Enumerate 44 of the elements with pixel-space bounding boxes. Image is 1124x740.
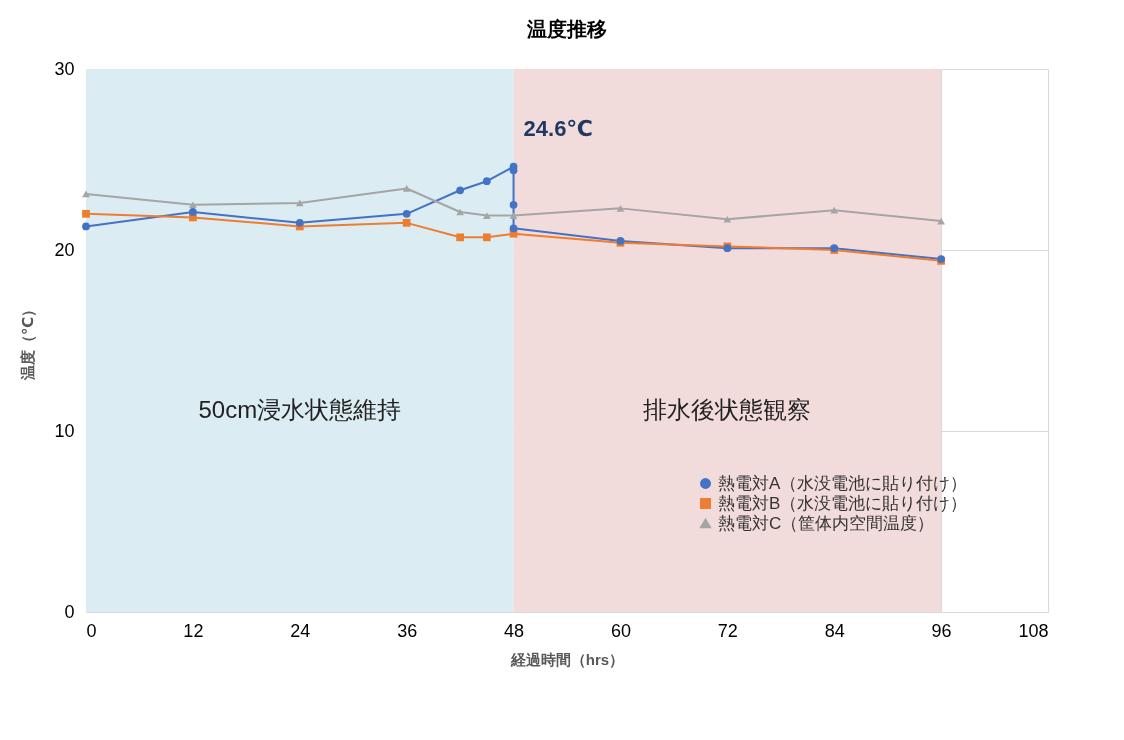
point [509, 200, 518, 209]
point [723, 215, 732, 223]
x-tick-label: 72 [717, 620, 738, 641]
x-tick-label: 48 [504, 620, 525, 641]
point [82, 190, 90, 198]
point [509, 224, 518, 233]
annotation: 24.6℃ [523, 115, 594, 141]
point [189, 208, 197, 216]
x-tick-label: 36 [397, 620, 418, 641]
band-label: 50cm浸水状態維持 [198, 396, 402, 424]
point [456, 233, 464, 242]
point [482, 177, 491, 186]
point [456, 186, 464, 195]
band-label: 排水後状態観察 [643, 396, 812, 424]
point [82, 222, 90, 231]
x-tick-label: 96 [931, 620, 952, 641]
point [482, 212, 491, 219]
y-tick-label: 20 [54, 239, 75, 260]
legend-label: 熱電対B（水没電池に貼り付け） [718, 493, 968, 513]
point [509, 212, 518, 219]
point [830, 206, 839, 214]
legend-label: 熱電対A（水没電池に貼り付け） [718, 473, 968, 493]
point [482, 233, 491, 242]
point [402, 218, 411, 227]
legend-label: 熱電対C（筐体内空間温度） [718, 513, 935, 533]
x-tick-label: 60 [610, 620, 631, 641]
x-tick-label: 12 [183, 620, 204, 641]
chart-title: 温度推移 [526, 18, 607, 40]
point [189, 201, 197, 209]
point [82, 209, 90, 218]
x-tick-label: 84 [824, 620, 845, 641]
x-axis-title: 経過時間（hrs） [509, 650, 625, 668]
point [295, 218, 304, 227]
x-tick-label: 0 [86, 620, 97, 641]
y-tick-label: 30 [54, 58, 75, 79]
y-tick-label: 10 [54, 420, 75, 441]
y-tick-label: 0 [64, 601, 75, 622]
point [616, 205, 625, 212]
x-tick-label: 24 [290, 620, 311, 641]
y-axis-title: 温度（℃） [19, 301, 37, 382]
x-tick-label: 108 [1018, 620, 1049, 641]
point [402, 209, 411, 218]
point [402, 185, 411, 192]
point [295, 199, 304, 207]
